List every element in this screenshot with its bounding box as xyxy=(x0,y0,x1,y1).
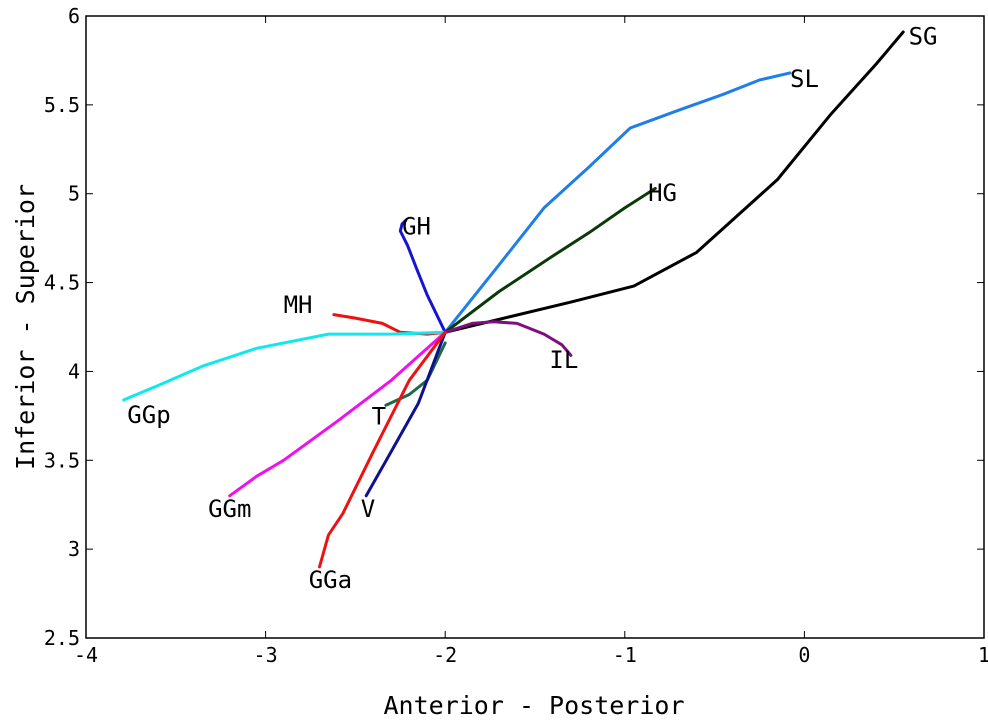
plot-frame xyxy=(85,15,985,639)
series-label-t: T xyxy=(372,403,386,431)
y-axis-label: Inferior - Superior xyxy=(11,184,40,470)
series-label-sl: SL xyxy=(790,65,819,93)
series-label-mh: MH xyxy=(284,291,313,319)
y-tick-label: 5.5 xyxy=(44,93,80,117)
series-label-v: V xyxy=(361,495,375,523)
x-tick-label: 1 xyxy=(978,643,988,667)
series-line-hg xyxy=(443,186,657,334)
y-tick-label: 6 xyxy=(68,4,80,28)
series-label-group: SG SL HG GH MH IL GGp T GGm V GGa xyxy=(127,22,937,594)
y-tick-label: 5 xyxy=(68,182,80,206)
series-line-sg xyxy=(443,30,905,334)
series-label-il: IL xyxy=(549,346,578,374)
tick-group: -4 -3 -2 -1 0 1 2.5 3 3.5 4 4.5 5 5.5 6 xyxy=(44,4,988,667)
x-tick-label: -3 xyxy=(254,643,278,667)
series-label-gga: GGa xyxy=(309,566,352,594)
series-label-ggm: GGm xyxy=(208,495,251,523)
series-line-il xyxy=(443,320,573,357)
series-line-ggp xyxy=(122,330,447,402)
x-axis-label: Anterior - Posterior xyxy=(383,691,684,720)
series-line-gh xyxy=(398,218,447,334)
y-tick-label: 3 xyxy=(68,537,80,561)
y-tick-label: 2.5 xyxy=(44,626,80,650)
series-label-sg: SG xyxy=(909,22,938,50)
y-tick-label: 4.5 xyxy=(44,271,80,295)
y-tick-label: 3.5 xyxy=(44,448,80,472)
x-tick-label: -1 xyxy=(613,643,637,667)
x-tick-label: -4 xyxy=(74,643,98,667)
series-line-ggm xyxy=(228,330,447,498)
x-tick-label: -2 xyxy=(433,643,457,667)
series-label-ggp: GGp xyxy=(127,401,170,429)
series-group xyxy=(122,30,905,569)
y-tick-label: 4 xyxy=(68,359,80,383)
series-line-gga xyxy=(318,330,447,569)
series-line-v xyxy=(364,330,447,498)
series-line-sl xyxy=(443,71,792,334)
x-tick-label: 0 xyxy=(798,643,810,667)
series-label-gh: GH xyxy=(402,213,431,241)
series-label-hg: HG xyxy=(648,179,677,207)
series-line-t xyxy=(384,341,447,407)
